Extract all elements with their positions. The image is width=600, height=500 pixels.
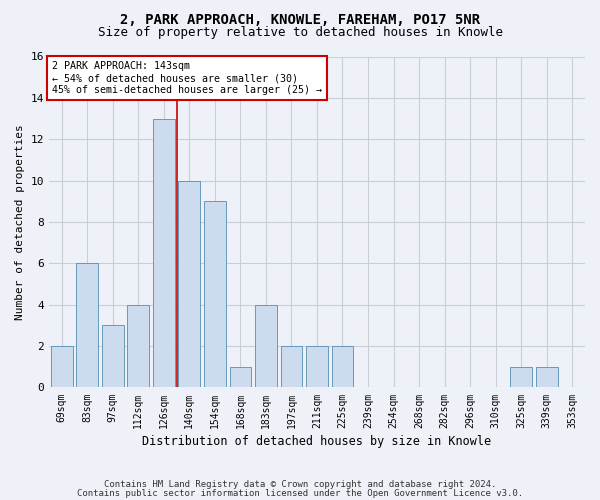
Bar [332,346,353,388]
Bar [204,202,226,388]
Bar [511,367,532,388]
Bar [76,264,98,388]
Text: Contains HM Land Registry data © Crown copyright and database right 2024.: Contains HM Land Registry data © Crown c… [104,480,496,489]
Text: Contains public sector information licensed under the Open Government Licence v3: Contains public sector information licen… [77,488,523,498]
Bar [153,118,175,388]
Bar [281,346,302,388]
Bar [230,367,251,388]
Text: 2, PARK APPROACH, KNOWLE, FAREHAM, PO17 5NR: 2, PARK APPROACH, KNOWLE, FAREHAM, PO17 … [120,12,480,26]
Bar [255,304,277,388]
X-axis label: Distribution of detached houses by size in Knowle: Distribution of detached houses by size … [142,434,491,448]
Bar [536,367,557,388]
Text: Size of property relative to detached houses in Knowle: Size of property relative to detached ho… [97,26,503,39]
Bar [178,180,200,388]
Bar [102,326,124,388]
Bar [127,304,149,388]
Y-axis label: Number of detached properties: Number of detached properties [15,124,25,320]
Bar [306,346,328,388]
Text: 2 PARK APPROACH: 143sqm
← 54% of detached houses are smaller (30)
45% of semi-de: 2 PARK APPROACH: 143sqm ← 54% of detache… [52,62,322,94]
Bar [51,346,73,388]
